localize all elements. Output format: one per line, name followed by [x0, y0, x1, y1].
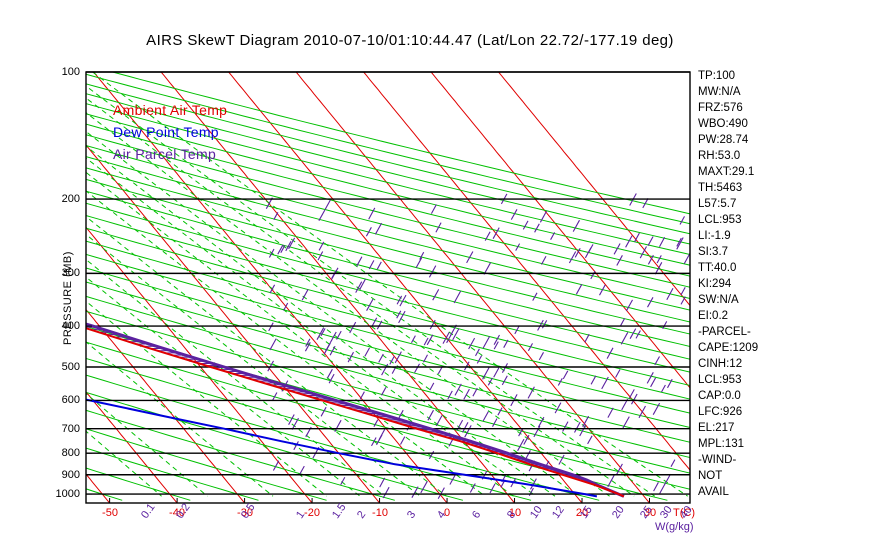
- pressure-tick-0: 100: [61, 66, 80, 78]
- temp-tick-bottom-7: 20: [575, 507, 589, 519]
- pressure-tick-8: 900: [61, 469, 80, 481]
- legend-item-1: Dew Point Temp: [113, 124, 219, 140]
- temp-tick-bottom-3: -20: [304, 507, 320, 519]
- temp-tick-bottom-4: -10: [372, 507, 388, 519]
- parameter-mw: MW:N/A: [698, 86, 741, 98]
- parameter-parcel: -PARCEL-: [698, 326, 751, 338]
- parameter-frz: FRZ:576: [698, 102, 743, 114]
- pressure-tick-7: 800: [61, 447, 80, 459]
- temp-axis-label: T(C): [673, 507, 695, 519]
- parameter-pw: PW:28.74: [698, 134, 749, 146]
- pressure-tick-6: 700: [61, 423, 80, 435]
- parameter-tt: TT:40.0: [698, 262, 737, 274]
- pressure-tick-9: 1000: [55, 488, 80, 500]
- mixing-ratio-axis-label: W(g/kg): [655, 521, 694, 533]
- parameter-ei: EI:0.2: [698, 310, 729, 322]
- temp-tick-bottom-8: 30: [643, 507, 657, 519]
- parameter-ki: KI:294: [698, 278, 732, 290]
- pressure-tick-4: 500: [61, 361, 80, 373]
- temp-tick-bottom-2: -30: [237, 507, 253, 519]
- temp-tick-bottom-6: 10: [508, 507, 522, 519]
- parameter-maxt: MAXT:29.1: [698, 166, 755, 178]
- parameter-cap: CAP:0.0: [698, 390, 741, 402]
- legend-item-2: Air Parcel Temp: [113, 146, 217, 162]
- parameter-el: EL:217: [698, 422, 735, 434]
- pressure-axis-label: PRESSURE (MB): [62, 251, 74, 345]
- parameter-li: LI:-1.9: [698, 230, 731, 242]
- parameter-lcl: LCL:953: [698, 214, 742, 226]
- parameter-th: TH:5463: [698, 182, 743, 194]
- parameter-wind: -WIND-: [698, 454, 737, 466]
- temp-tick-bottom-0: -50: [102, 507, 118, 519]
- parameter-l57: L57:5.7: [698, 198, 737, 210]
- parameter-not: NOT: [698, 470, 723, 482]
- parameter-wbo: WBO:490: [698, 118, 748, 130]
- parameter-cape: CAPE:1209: [698, 342, 759, 354]
- pressure-tick-5: 600: [61, 394, 80, 406]
- parameter-si: SI:3.7: [698, 246, 729, 258]
- legend-item-0: Ambient Air Temp: [113, 102, 228, 118]
- parameter-lfc: LFC:926: [698, 406, 743, 418]
- parameter-rh: RH:53.0: [698, 150, 741, 162]
- parameter-cinh: CINH:12: [698, 358, 743, 370]
- temp-tick-bottom-1: -40: [169, 507, 185, 519]
- temp-tick-bottom-5: 0: [443, 507, 451, 519]
- pressure-tick-1: 200: [61, 193, 80, 205]
- parameter-sw: SW:N/A: [698, 294, 739, 306]
- parameter-avail: AVAIL: [698, 486, 729, 498]
- parameter-lcl: LCL:953: [698, 374, 742, 386]
- page-title: AIRS SkewT Diagram 2010-07-10/01:10:44.4…: [146, 32, 674, 49]
- pressure-tick-2: 300: [61, 267, 80, 279]
- pressure-tick-3: 400: [61, 320, 80, 332]
- parameter-mpl: MPL:131: [698, 438, 745, 450]
- parameter-tp: TP:100: [698, 70, 736, 82]
